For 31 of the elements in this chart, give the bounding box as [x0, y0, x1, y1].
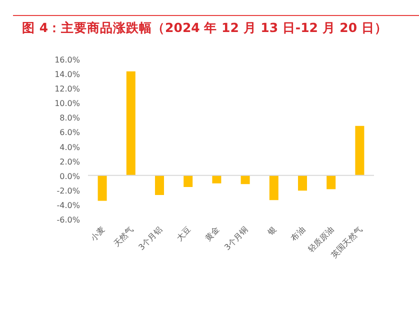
chart-title: 图 4：主要商品涨跌幅（2024 年 12 月 13 日-12 月 20 日） — [22, 20, 388, 35]
y-tick-label: -6.0% — [56, 216, 80, 224]
x-tick-label: 小麦 — [89, 225, 107, 243]
y-tick-label: 2.0% — [60, 157, 80, 166]
bar — [269, 175, 278, 200]
bar — [212, 175, 222, 184]
y-tick-label: 14.0% — [54, 70, 80, 80]
x-tick-label: 大豆 — [174, 225, 193, 243]
y-tick-label: -4.0% — [56, 200, 80, 210]
y-tick-label: -2.0% — [56, 186, 80, 196]
x-tick-label: 布油 — [289, 225, 307, 243]
x-tick-label: 黄金 — [203, 225, 222, 243]
bar — [298, 175, 307, 191]
x-tick-label: 3个月铜 — [222, 225, 250, 252]
y-tick-label: 12.0% — [54, 84, 80, 94]
y-tick-label: 8.0% — [60, 114, 80, 123]
y-tick-label: 4.0% — [60, 142, 80, 152]
bar — [240, 175, 250, 184]
bar — [355, 126, 364, 176]
bar — [155, 175, 164, 195]
x-tick-label: 天然气 — [112, 225, 136, 248]
x-tick-label: 银 — [266, 225, 278, 238]
y-tick-label: 16.0% — [54, 56, 80, 64]
y-tick-label: 10.0% — [54, 99, 80, 108]
y-tick-label: 0.0% — [60, 172, 80, 181]
y-tick-label: 6.0% — [60, 128, 80, 138]
bar — [126, 71, 136, 176]
bar — [98, 175, 107, 201]
bar — [326, 175, 336, 190]
x-tick-label: 3个月铝 — [136, 225, 164, 252]
bar — [184, 175, 193, 187]
